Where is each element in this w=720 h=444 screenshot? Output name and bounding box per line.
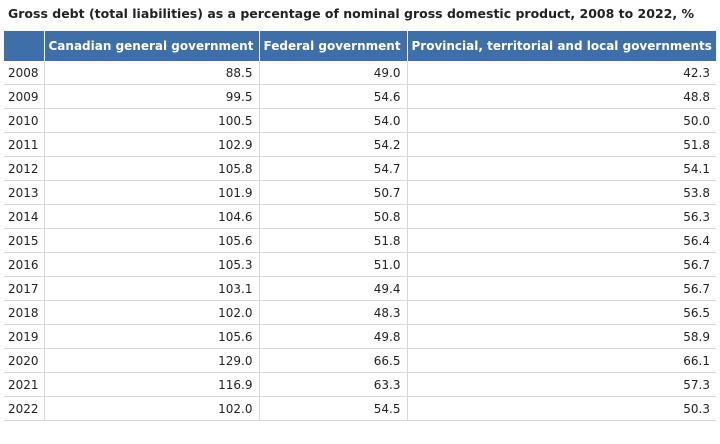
cell-provincial-territorial-local: 51.8	[407, 132, 716, 157]
cell-federal-government: 49.4	[259, 276, 408, 301]
cell-federal-government: 66.5	[259, 348, 408, 373]
cell-federal-government: 54.5	[259, 396, 408, 421]
header-provincial-territorial-local: Provincial, territorial and local govern…	[407, 31, 716, 61]
cell-year: 2009	[4, 84, 45, 109]
cell-federal-government: 54.6	[259, 84, 408, 109]
cell-canadian-general-government: 103.1	[44, 276, 260, 301]
cell-federal-government: 54.0	[259, 108, 408, 133]
cell-provincial-territorial-local: 50.3	[407, 396, 716, 421]
cell-provincial-territorial-local: 56.5	[407, 300, 716, 325]
table-row: 2015 105.6 51.8 56.4	[4, 228, 716, 253]
cell-year: 2012	[4, 156, 45, 181]
cell-year: 2017	[4, 276, 45, 301]
cell-canadian-general-government: 105.6	[44, 228, 260, 253]
cell-federal-government: 48.3	[259, 300, 408, 325]
cell-provincial-territorial-local: 42.3	[407, 61, 716, 85]
cell-canadian-general-government: 102.0	[44, 396, 260, 421]
cell-canadian-general-government: 129.0	[44, 348, 260, 373]
table-row: 2017 103.1 49.4 56.7	[4, 276, 716, 301]
cell-canadian-general-government: 116.9	[44, 372, 260, 397]
table-row: 2020 129.0 66.5 66.1	[4, 348, 716, 373]
table-row: 2011 102.9 54.2 51.8	[4, 132, 716, 157]
cell-year: 2020	[4, 348, 45, 373]
cell-provincial-territorial-local: 57.3	[407, 372, 716, 397]
cell-federal-government: 50.8	[259, 204, 408, 229]
cell-year: 2008	[4, 61, 45, 85]
cell-provincial-territorial-local: 66.1	[407, 348, 716, 373]
cell-canadian-general-government: 105.6	[44, 324, 260, 349]
cell-canadian-general-government: 102.9	[44, 132, 260, 157]
cell-year: 2018	[4, 300, 45, 325]
cell-provincial-territorial-local: 53.8	[407, 180, 716, 205]
cell-provincial-territorial-local: 56.3	[407, 204, 716, 229]
table-row: 2010 100.5 54.0 50.0	[4, 108, 716, 133]
cell-federal-government: 54.7	[259, 156, 408, 181]
cell-canadian-general-government: 88.5	[44, 61, 260, 85]
cell-provincial-territorial-local: 56.7	[407, 276, 716, 301]
header-year	[4, 31, 45, 61]
header-row: Canadian general government Federal gove…	[4, 31, 716, 61]
cell-canadian-general-government: 105.3	[44, 252, 260, 277]
cell-provincial-territorial-local: 56.4	[407, 228, 716, 253]
cell-federal-government: 54.2	[259, 132, 408, 157]
cell-year: 2022	[4, 396, 45, 421]
cell-provincial-territorial-local: 50.0	[407, 108, 716, 133]
table-body: 2008 88.5 49.0 42.3 2009 99.5 54.6 48.8 2010 100.…	[4, 61, 716, 421]
table-row: 2019 105.6 49.8 58.9	[4, 324, 716, 349]
table-row: 2018 102.0 48.3 56.5	[4, 300, 716, 325]
header-canadian-general-government: Canadian general government	[44, 31, 260, 61]
table-title: Gross debt (total liabilities) as a perc…	[8, 6, 694, 21]
cell-canadian-general-government: 100.5	[44, 108, 260, 133]
table-row: 2009 99.5 54.6 48.8	[4, 84, 716, 109]
cell-canadian-general-government: 102.0	[44, 300, 260, 325]
cell-canadian-general-government: 105.8	[44, 156, 260, 181]
cell-federal-government: 51.8	[259, 228, 408, 253]
cell-provincial-territorial-local: 58.9	[407, 324, 716, 349]
cell-year: 2010	[4, 108, 45, 133]
cell-federal-government: 63.3	[259, 372, 408, 397]
table-row: 2022 102.0 54.5 50.3	[4, 396, 716, 421]
data-table: Canadian general government Federal gove…	[4, 31, 716, 421]
cell-year: 2021	[4, 372, 45, 397]
cell-canadian-general-government: 99.5	[44, 84, 260, 109]
cell-year: 2014	[4, 204, 45, 229]
cell-federal-government: 49.8	[259, 324, 408, 349]
table-row: 2016 105.3 51.0 56.7	[4, 252, 716, 277]
cell-year: 2013	[4, 180, 45, 205]
cell-federal-government: 51.0	[259, 252, 408, 277]
table-row: 2012 105.8 54.7 54.1	[4, 156, 716, 181]
cell-provincial-territorial-local: 48.8	[407, 84, 716, 109]
table-row: 2021 116.9 63.3 57.3	[4, 372, 716, 397]
cell-provincial-territorial-local: 56.7	[407, 252, 716, 277]
cell-canadian-general-government: 101.9	[44, 180, 260, 205]
cell-federal-government: 49.0	[259, 61, 408, 85]
cell-year: 2019	[4, 324, 45, 349]
table-row: 2014 104.6 50.8 56.3	[4, 204, 716, 229]
table-row: 2008 88.5 49.0 42.3	[4, 61, 716, 85]
table-row: 2013 101.9 50.7 53.8	[4, 180, 716, 205]
cell-year: 2011	[4, 132, 45, 157]
cell-provincial-territorial-local: 54.1	[407, 156, 716, 181]
cell-canadian-general-government: 104.6	[44, 204, 260, 229]
header-federal-government: Federal government	[259, 31, 408, 61]
cell-year: 2016	[4, 252, 45, 277]
cell-year: 2015	[4, 228, 45, 253]
cell-federal-government: 50.7	[259, 180, 408, 205]
